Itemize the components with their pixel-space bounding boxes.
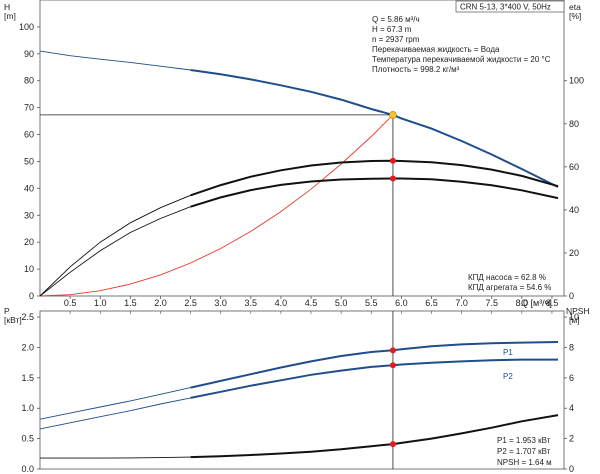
x-tick-label: 7.0: [455, 298, 468, 308]
eta-unit-info: КПД агрегата = 54.6 %: [468, 283, 551, 292]
x-tick-label: 3.5: [245, 298, 258, 308]
eta-axis-unit: [%]: [569, 11, 581, 21]
h-tick-label: 60: [24, 130, 34, 140]
P1-curve-thin: [39, 387, 191, 420]
op-info-liquid: Перекачиваемая жидкость = Вода: [372, 45, 500, 54]
eta-tick-label: 40: [569, 205, 579, 215]
pump-label-box: [455, 0, 565, 13]
p1-marker: [389, 347, 396, 354]
x-tick-label: 4.5: [305, 298, 318, 308]
eta-tick-label: 100: [569, 76, 584, 86]
power-axis-label: P: [4, 306, 10, 316]
x-tick-label: 8.5: [546, 298, 559, 308]
npsh-tick-label: 4: [569, 403, 574, 413]
head-axis-label: H: [4, 2, 10, 12]
eta-tick-label: 80: [569, 119, 579, 129]
eta-tick-label: 0: [569, 291, 574, 301]
eta-pump-info: КПД насоса = 62.8 %: [468, 273, 546, 282]
p-tick-label: 0.5: [21, 434, 34, 444]
top-panel-frame: [39, 0, 565, 297]
x-tick-label: 5.0: [335, 298, 348, 308]
h-tick-label: 10: [24, 264, 34, 274]
npsh-marker: [389, 441, 396, 448]
eta_unit-curve-thin: [39, 206, 191, 297]
npsh-info: NPSH = 1.64 м: [497, 458, 552, 467]
h-tick-label: 0: [29, 291, 34, 301]
npsh-curve: [190, 414, 559, 459]
x-tick-label: 6.0: [395, 298, 408, 308]
eta-axis-label: eta: [569, 2, 581, 12]
npsh-tick-label: 0: [569, 464, 574, 474]
op-info-density: Плотность = 998.2 кг/м³: [372, 65, 460, 74]
head-axis-unit: [m]: [4, 11, 16, 21]
P2-curve-thin: [39, 397, 191, 430]
eta_pump-curve: [190, 159, 559, 197]
operating-point-marker: [389, 111, 397, 119]
eta-tick-label: 20: [569, 248, 579, 258]
pump-label: CRN 5-13, 3*400 V, 50Hz: [460, 3, 551, 12]
op-info-temp: Температура перекачиваемой жидкости = 20…: [372, 55, 551, 64]
p2-info: P2 = 1.707 кВт: [497, 447, 551, 456]
x-tick-label: 1.5: [124, 298, 137, 308]
h-tick-label: 50: [24, 156, 34, 166]
p2-series-label: P2: [503, 372, 513, 381]
h-tick-label: 70: [24, 103, 34, 113]
npsh-tick-label: 10: [569, 312, 579, 322]
h-tick-label: 80: [24, 76, 34, 86]
q-axis-label: Q [м³/ч]: [521, 298, 552, 308]
eta-unit-marker: [389, 175, 396, 182]
head-curve-thin: [39, 50, 191, 71]
op-info-h: H = 67.3 m: [372, 25, 412, 34]
npsh-tick-label: 2: [569, 434, 574, 444]
h-tick-label: 100: [19, 22, 34, 32]
p1-series-label: P1: [503, 348, 513, 357]
x-tick-label: 6.5: [425, 298, 438, 308]
P1-curve: [190, 341, 559, 389]
x-tick-label: 8.0: [516, 298, 529, 308]
eta_pump-curve-thin: [39, 194, 191, 297]
op-info-q: Q = 5.86 м³/ч: [372, 15, 420, 24]
h-tick-label: 20: [24, 237, 34, 247]
eta_unit-curve: [190, 177, 559, 208]
op-info-n: n = 2937 rpm: [372, 35, 420, 44]
npsh-axis-label: NPSH: [566, 306, 590, 316]
p-tick-label: 0.0: [21, 464, 34, 474]
h-tick-label: 40: [24, 183, 34, 193]
p-tick-label: 2.5: [21, 312, 34, 322]
x-tick-label: 0.5: [64, 298, 77, 308]
p1-info: P1 = 1.953 кВт: [497, 436, 551, 445]
markers-layer: [389, 111, 397, 448]
p-tick-label: 1.5: [21, 373, 34, 383]
npsh-tick-label: 6: [569, 373, 574, 383]
eta-tick-label: 60: [569, 162, 579, 172]
x-tick-label: 7.5: [485, 298, 498, 308]
p-tick-label: 2.0: [21, 342, 34, 352]
P2-curve: [190, 358, 558, 399]
npsh-curve-thin: [40, 456, 191, 459]
npsh-axis-unit: [м]: [569, 315, 580, 325]
x-tick-label: 3.0: [214, 298, 227, 308]
curves-layer: [39, 50, 559, 469]
power-axis-unit: [кВт]: [4, 315, 22, 325]
bottom-panel-frame: [39, 310, 565, 470]
eta-pump-marker: [389, 157, 396, 164]
system_curve-curve-thin: [39, 114, 394, 297]
x-tick-label: 5.5: [365, 298, 378, 308]
h-tick-label: 90: [24, 49, 34, 59]
x-tick-label: 2.5: [184, 298, 197, 308]
p-tick-label: 1.0: [21, 403, 34, 413]
head-curve: [190, 69, 559, 188]
p2-marker: [389, 362, 396, 369]
x-tick-label: 2.0: [154, 298, 167, 308]
h-tick-label: 30: [24, 210, 34, 220]
npsh-tick-label: 8: [569, 342, 574, 352]
x-tick-label: 4.0: [275, 298, 288, 308]
x-tick-label: 1.0: [94, 298, 107, 308]
axis-ticks-layer: 0.5 1.0 1.5 2.0 2.5 3.0 3.5 4.0 4.5 5.0 5.5 6.0 6.5 7…: [19, 22, 584, 474]
